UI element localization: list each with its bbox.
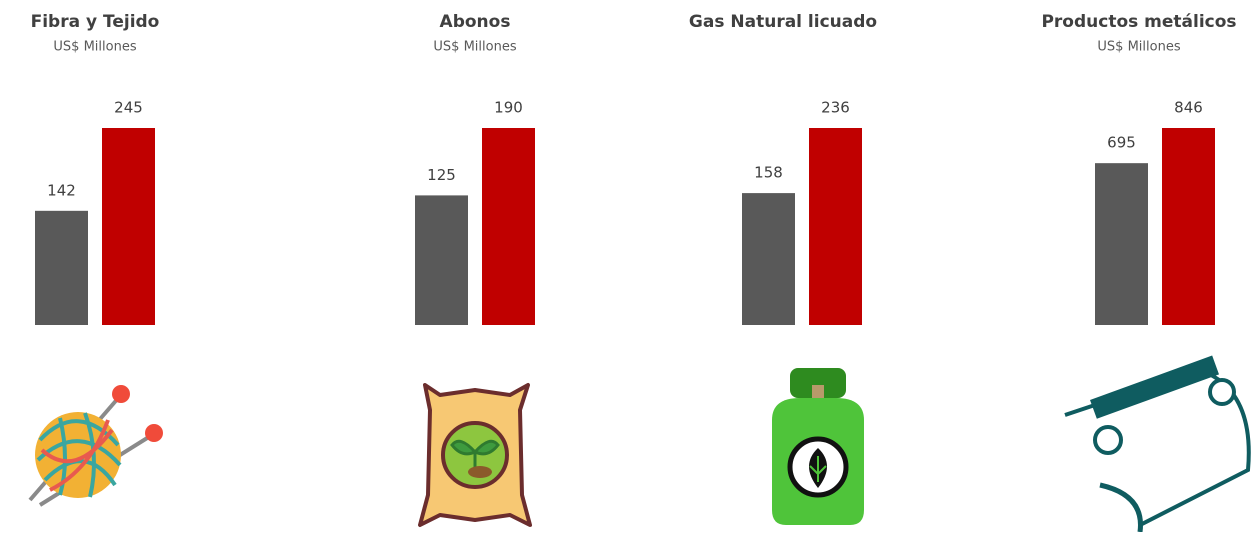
chart-title: Fibra y Tejido: [31, 12, 160, 32]
bar: [415, 195, 468, 325]
chart-subtitle: US$ Millones: [1097, 40, 1180, 55]
bar: [35, 211, 88, 325]
gas-cylinder-icon: [772, 368, 864, 525]
value-label: 245: [114, 99, 143, 117]
sack-icon: [420, 385, 530, 525]
value-label: 190: [494, 99, 523, 117]
bar: [1095, 163, 1148, 325]
metal-rolls-icon: [1065, 356, 1249, 532]
bar: [1162, 128, 1215, 325]
yarn-icon: [30, 385, 163, 505]
chart-title: Abonos: [440, 12, 511, 32]
bar: [482, 128, 535, 325]
chart-title: Productos metálicos: [1041, 12, 1236, 32]
value-label: 846: [1174, 99, 1203, 117]
chart-subtitle: US$ Millones: [433, 40, 516, 55]
value-label: 125: [427, 166, 456, 184]
chart-panel: Fibra y Tejido US$ Millones 142 245 Abonos US…: [0, 0, 1252, 532]
chart-subtitle: US$ Millones: [53, 40, 136, 55]
value-label: 142: [47, 181, 76, 199]
value-label: 695: [1107, 134, 1136, 152]
value-label: 236: [821, 99, 850, 117]
value-label: 158: [754, 164, 783, 182]
bar: [102, 128, 155, 325]
chart-title: Gas Natural licuado: [689, 12, 877, 32]
bar: [809, 128, 862, 325]
bar: [742, 193, 795, 325]
